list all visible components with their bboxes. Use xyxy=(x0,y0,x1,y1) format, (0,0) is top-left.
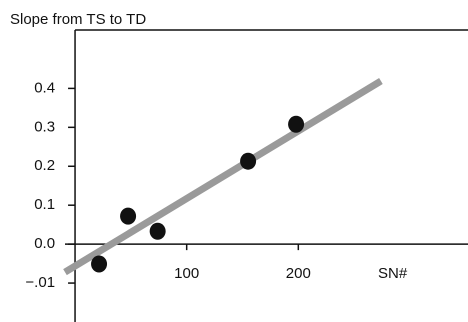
y-tick-label: 0.3 xyxy=(34,118,55,135)
x-axis-label: SN# xyxy=(378,265,408,282)
y-tick-label: 0.4 xyxy=(34,79,55,96)
y-tick-label: 0.0 xyxy=(34,235,55,252)
chart-title: Slope from TS to TD xyxy=(10,11,146,28)
trend-line xyxy=(63,78,383,276)
point xyxy=(120,207,137,225)
y-tick-label: 0.2 xyxy=(34,157,55,174)
y-tick-label: −.01 xyxy=(25,274,55,291)
x-tick-label: 200 xyxy=(286,265,311,282)
point xyxy=(288,115,305,133)
point xyxy=(91,255,108,273)
y-tick-label: 0.1 xyxy=(34,196,55,213)
point xyxy=(149,222,166,240)
point xyxy=(240,152,257,170)
x-tick-label: 100 xyxy=(174,265,199,282)
